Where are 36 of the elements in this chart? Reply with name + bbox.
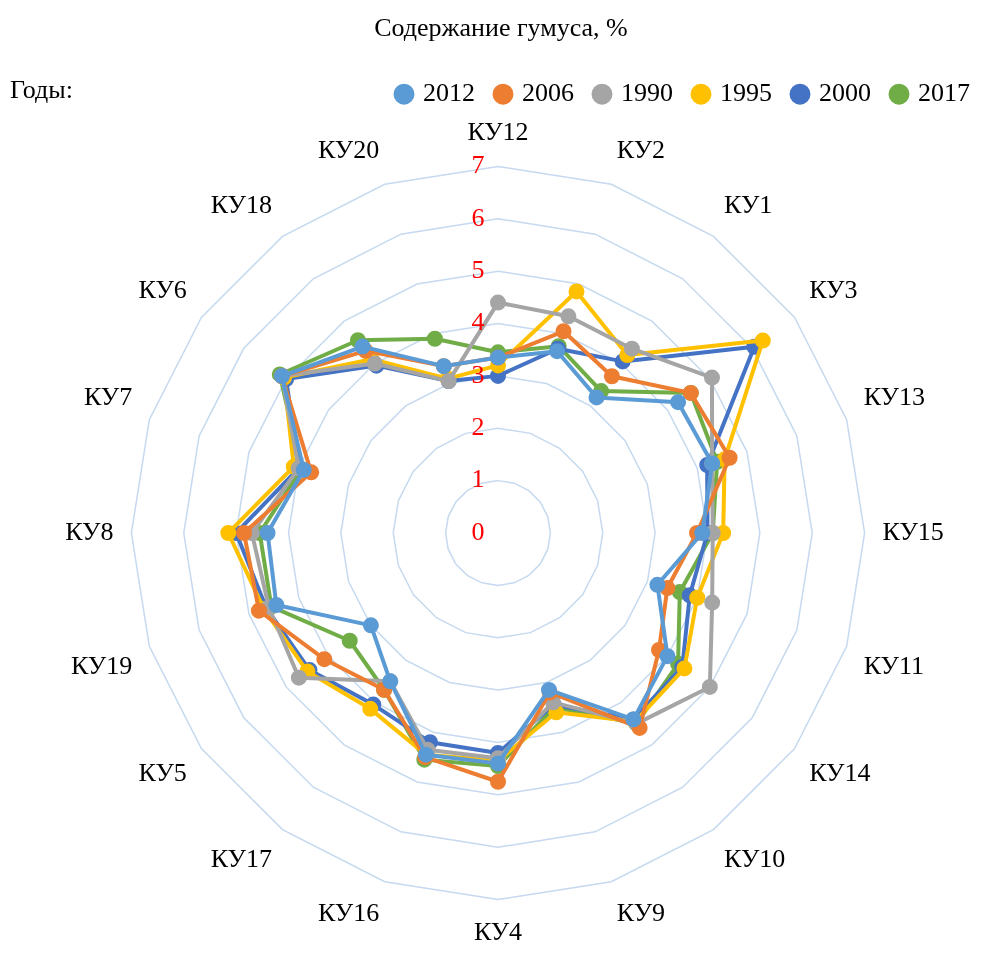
legend-label: 1990 xyxy=(621,78,673,108)
spoke-label: КУ19 xyxy=(70,651,133,681)
spoke-label: КУ12 xyxy=(467,116,529,146)
legend-label: 1995 xyxy=(720,78,772,108)
spoke-label: КУ9 xyxy=(616,898,666,928)
y-tick-label: 1 xyxy=(471,464,485,494)
spoke-label: КУ8 xyxy=(65,516,114,546)
spoke-label: КУ5 xyxy=(138,758,187,788)
y-tick-label: 2 xyxy=(471,412,485,442)
y-tick-label: 3 xyxy=(471,359,485,389)
spoke-label: КУ14 xyxy=(809,758,871,788)
spoke-label: КУ2 xyxy=(616,135,666,165)
y-tick-label: 4 xyxy=(471,307,485,337)
spoke-label: КУ10 xyxy=(724,843,786,873)
y-tick-label: 7 xyxy=(471,150,485,180)
spoke-label: КУ1 xyxy=(724,190,773,220)
legend-label: 2017 xyxy=(918,78,970,108)
chart-title: Содержание гумуса, % xyxy=(374,13,628,43)
spoke-label: КУ16 xyxy=(317,898,380,928)
spoke-label: КУ3 xyxy=(809,275,858,305)
spoke-label: КУ15 xyxy=(882,516,944,546)
legend-label: 2012 xyxy=(423,78,475,108)
spoke-label: КУ13 xyxy=(863,382,926,412)
legend-label: 2006 xyxy=(522,78,574,108)
legend-label: 2000 xyxy=(819,78,871,108)
legend-title: Годы: xyxy=(10,75,73,105)
spoke-label: КУ20 xyxy=(317,135,380,165)
spoke-label: КУ11 xyxy=(863,651,925,681)
y-tick-label: 0 xyxy=(471,516,485,546)
y-tick-label: 6 xyxy=(471,202,485,232)
spoke-label: КУ17 xyxy=(210,843,272,873)
y-tick-label: 5 xyxy=(471,254,485,284)
spoke-label: КУ4 xyxy=(473,917,523,947)
spoke-label: КУ7 xyxy=(83,382,133,412)
spoke-label: КУ6 xyxy=(138,275,187,305)
spoke-label: КУ18 xyxy=(210,190,272,220)
